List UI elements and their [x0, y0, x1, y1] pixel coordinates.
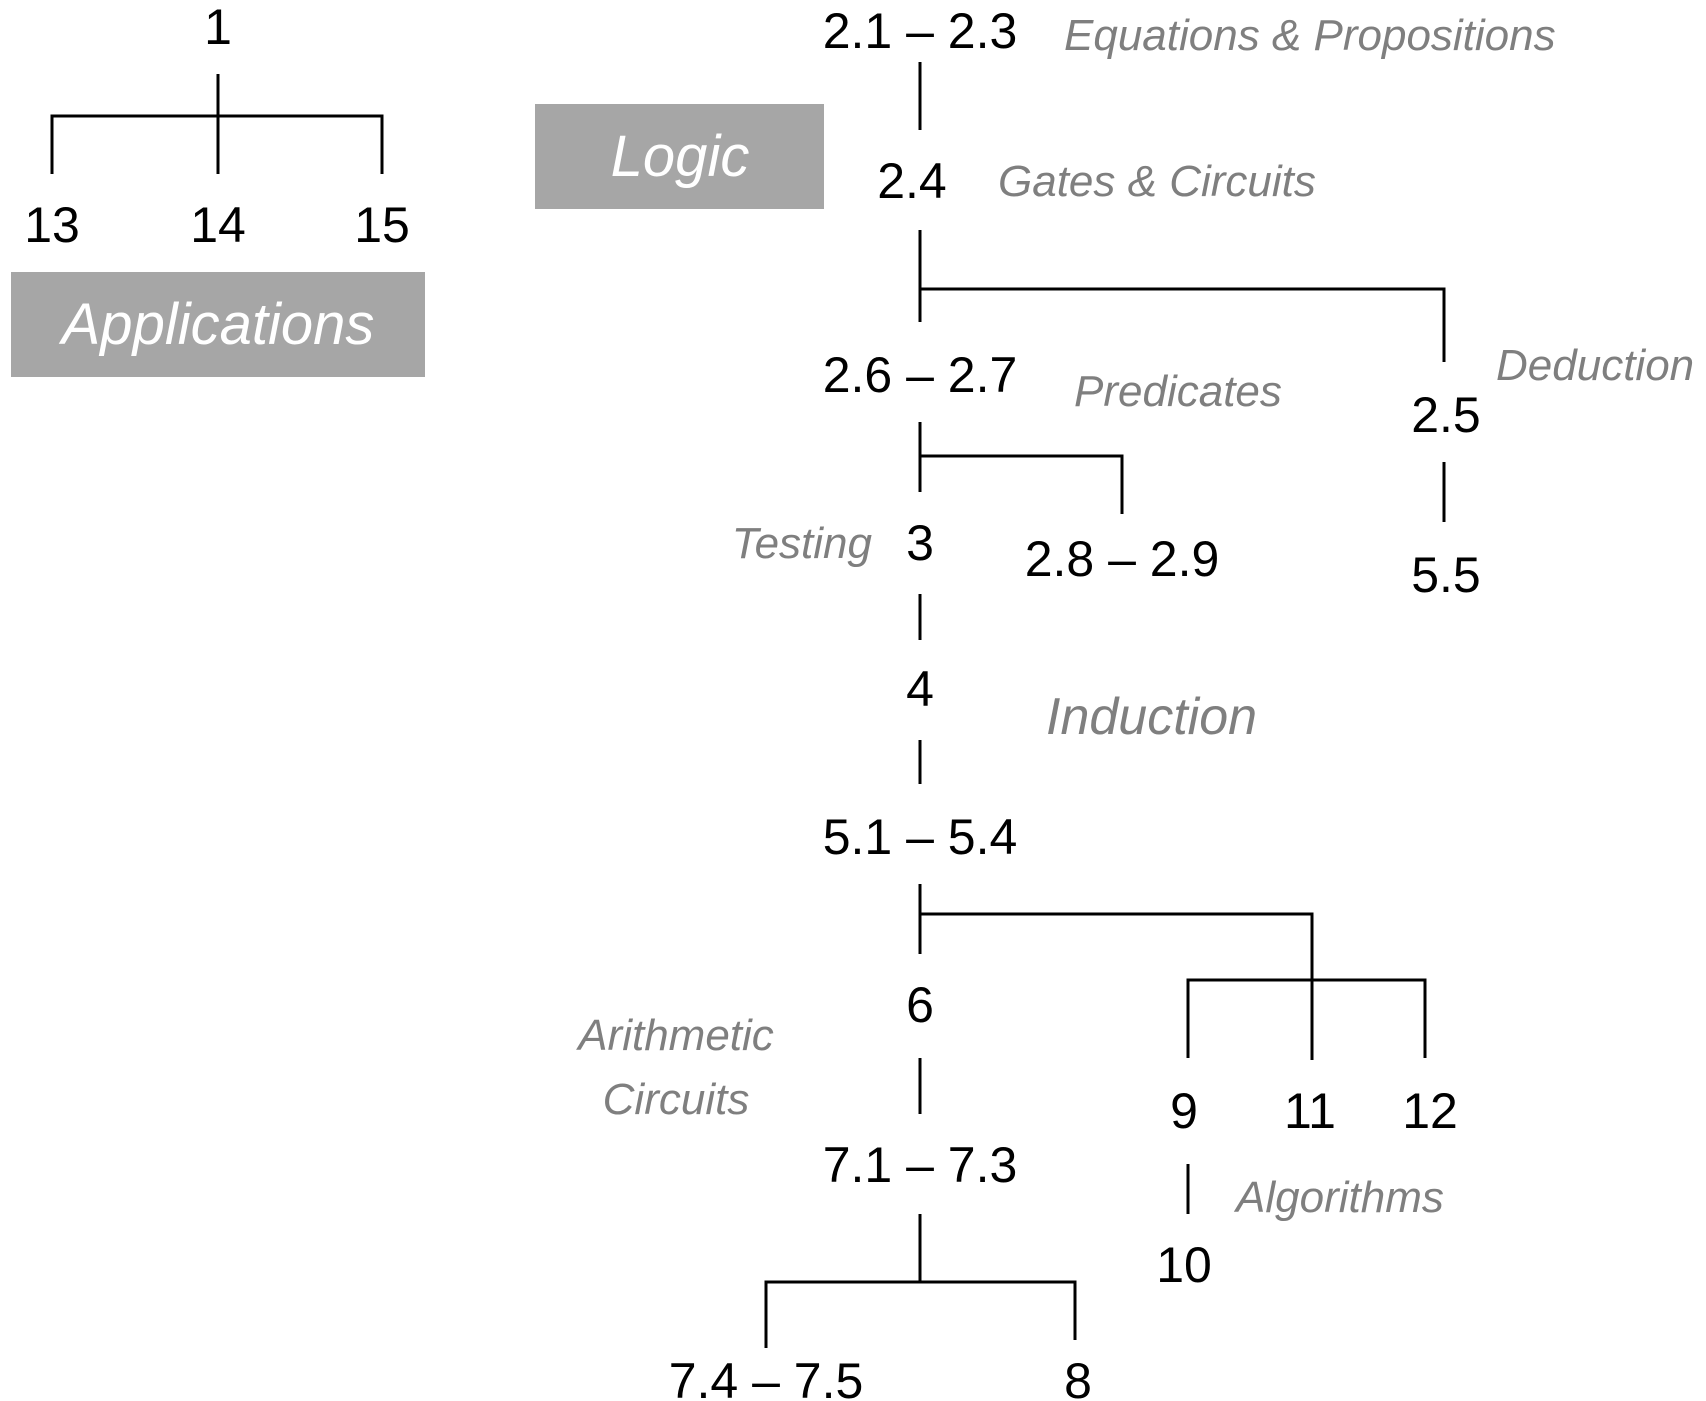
applications-tree: 1 13 14 15 Applications [11, 0, 425, 377]
node-7.4-7.5: 7.4 – 7.5 [669, 1353, 864, 1401]
node-15: 15 [354, 197, 410, 253]
node-2.1-2.3: 2.1 – 2.3 [823, 3, 1018, 59]
node-6: 6 [906, 977, 934, 1033]
edge-algorithms-bracket [1186, 978, 1427, 1058]
node-11: 11 [1284, 1083, 1336, 1139]
annotations: Equations & Propositions Gates & Circuit… [575, 11, 1694, 1222]
node-4: 4 [906, 661, 934, 717]
logic-banner [535, 104, 824, 209]
main-tree-edges [764, 62, 1446, 1348]
node-5.1-5.4: 5.1 – 5.4 [823, 809, 1018, 865]
annotation-testing: Testing [732, 519, 873, 568]
edge-5.1-11 [920, 912, 1314, 1060]
edge-applications-bracket [50, 114, 384, 174]
applications-banner-label: Applications [59, 292, 375, 357]
node-7.1-7.3: 7.1 – 7.3 [823, 1137, 1018, 1193]
node-3: 3 [906, 515, 934, 571]
logic-banner-label: Logic [611, 124, 750, 189]
annotation-deduction: Deduction [1496, 341, 1694, 390]
node-5.5: 5.5 [1411, 547, 1481, 603]
main-tree-nodes: 2.1 – 2.3 2.4 2.6 – 2.7 2.5 5.5 3 2.8 – … [669, 3, 1481, 1401]
node-10: 10 [1156, 1237, 1212, 1293]
node-2.5: 2.5 [1411, 387, 1481, 443]
node-12: 12 [1402, 1083, 1458, 1139]
annotation-gates-circuits: Gates & Circuits [998, 157, 1316, 206]
node-2.4: 2.4 [877, 153, 947, 209]
annotation-circuits: Circuits [603, 1075, 750, 1124]
annotation-algorithms: Algorithms [1233, 1173, 1444, 1222]
node-13: 13 [24, 197, 80, 253]
applications-banner [11, 272, 425, 377]
node-14: 14 [190, 197, 246, 253]
node-2.6-2.7: 2.6 – 2.7 [823, 347, 1018, 403]
node-1: 1 [204, 0, 232, 55]
edge-2.4-2.5 [920, 287, 1446, 362]
edge-2.6-2.8 [920, 454, 1124, 514]
annotation-equations-propositions: Equations & Propositions [1064, 11, 1556, 60]
node-9: 9 [1170, 1083, 1198, 1139]
node-8: 8 [1064, 1353, 1092, 1401]
annotation-arithmetic: Arithmetic [575, 1011, 774, 1060]
annotation-induction: Induction [1046, 688, 1257, 746]
annotation-predicates: Predicates [1074, 367, 1282, 416]
node-2.8-2.9: 2.8 – 2.9 [1025, 531, 1220, 587]
edge-7.1-bracket [764, 1280, 1077, 1348]
